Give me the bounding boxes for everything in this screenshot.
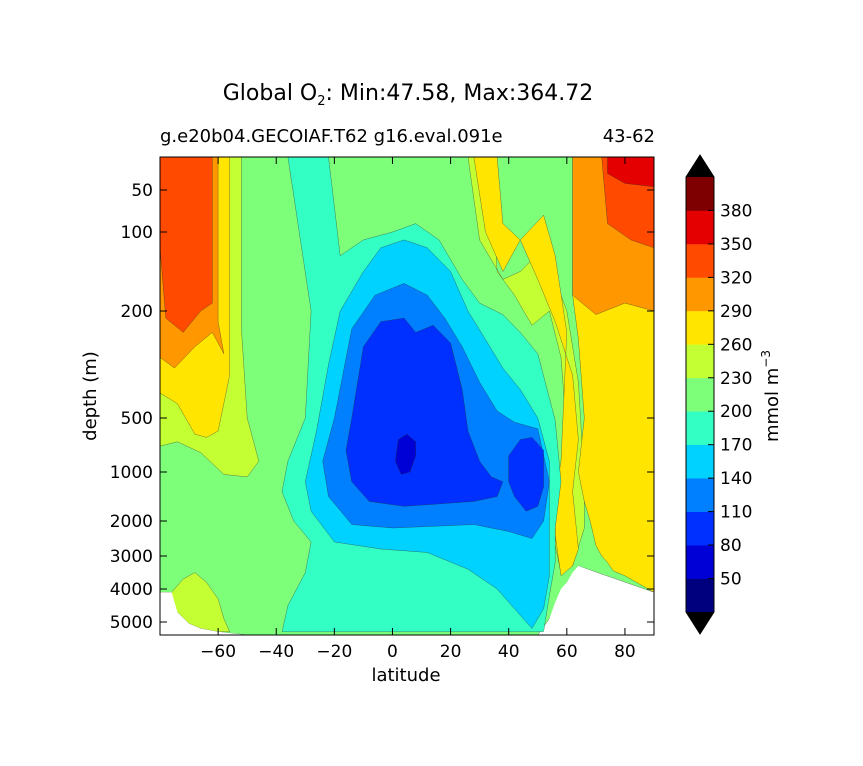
y-tick-label: 200 [121, 302, 153, 322]
contour-field [160, 157, 654, 635]
x-tick-label: −60 [200, 642, 236, 662]
colorbar-segment [686, 377, 714, 412]
colorbar-segment [686, 578, 714, 613]
colorbar-segment [686, 177, 714, 211]
year-range-subtitle: 43-62 [603, 126, 655, 147]
x-tick-label: 60 [556, 642, 578, 662]
colorbar-tick-label: 320 [720, 268, 752, 288]
colorbar-tick-label: 50 [720, 570, 742, 590]
colorbar-segment [686, 277, 714, 312]
y-axis: 50 100 200 500 1000 2000 3000 4000 5000 [110, 181, 654, 633]
colorbar-segment [686, 411, 714, 445]
colorbar-tick-label: 80 [720, 536, 742, 556]
run-name-subtitle: g.e20b04.GECOIAF.T62 g16.eval.091e [160, 126, 503, 147]
colorbar-segment [686, 478, 714, 512]
ocean-floor-mask [160, 565, 654, 635]
x-tick-label: −20 [316, 642, 352, 662]
contour-region-350-0 [607, 157, 654, 187]
colorbar-outline [685, 154, 715, 635]
y-tick-label: 500 [121, 409, 153, 429]
contour-region-260-1 [473, 157, 579, 577]
contour-region-80-1 [508, 437, 544, 512]
y-tick-label: 2000 [110, 512, 153, 532]
colorbar-tick-label: 350 [720, 235, 752, 255]
x-tick-label: 20 [440, 642, 462, 662]
colorbar-tick-label: 230 [720, 369, 752, 389]
colorbar-label: mmol m−3 [759, 350, 783, 442]
colorbar-tick-label: 140 [720, 469, 752, 489]
x-tick-label: 80 [614, 642, 636, 662]
y-tick-label: 5000 [110, 613, 153, 633]
y-tick-label: 1000 [110, 463, 153, 483]
y-axis-label: depth (m) [80, 351, 101, 441]
colorbar-segment [686, 511, 714, 546]
y-tick-label: 50 [131, 181, 153, 201]
plot-frame [159, 156, 655, 636]
colorbar-tick-label: 260 [720, 335, 752, 355]
x-axis: −60 −40 −20 0 20 40 60 80 [200, 157, 636, 662]
colorbar-tick-label: 380 [720, 201, 752, 221]
colorbar-segment [686, 243, 714, 278]
contour-region-80-0 [345, 317, 504, 507]
colorbar: 50 80 110 140 170 200 230 260 290 320 350 380 [685, 154, 752, 635]
colorbar-segment [686, 310, 714, 345]
y-tick-label: 3000 [110, 547, 153, 567]
y-tick-label: 100 [121, 223, 153, 243]
chart-title: Global O2: Min:47.58, Max:364.72 [223, 81, 593, 109]
x-axis-label: latitude [371, 665, 440, 686]
colorbar-tick-label: 200 [720, 402, 752, 422]
colorbar-extend-min [686, 612, 714, 634]
colorbar-extend-max [686, 155, 714, 177]
colorbar-tick-label: 290 [720, 302, 752, 322]
x-tick-label: −40 [258, 642, 294, 662]
colorbar-tick-label: 170 [720, 436, 752, 456]
colorbar-segment [686, 444, 714, 479]
y-tick-label: 4000 [110, 580, 153, 600]
colorbar-segment [686, 344, 714, 379]
colorbar-segment [686, 545, 714, 579]
contour-region-320-0 [160, 157, 213, 333]
contour-region-50-0 [395, 433, 416, 475]
colorbar-segment [686, 210, 714, 245]
x-tick-label: 0 [387, 642, 398, 662]
colorbar-tick-label: 110 [720, 503, 752, 523]
x-tick-label: 40 [498, 642, 520, 662]
